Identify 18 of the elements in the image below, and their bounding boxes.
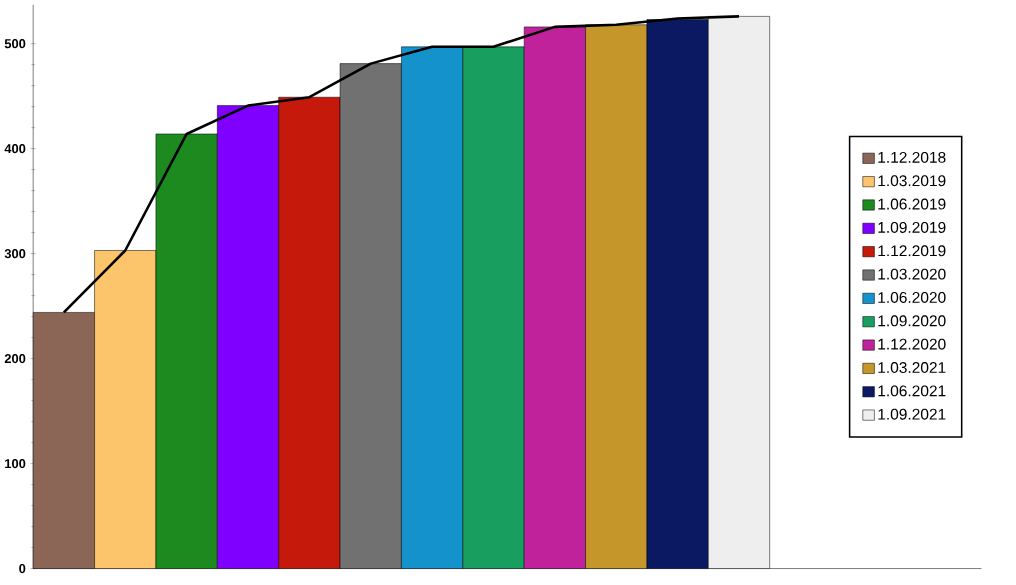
legend-label: 1.06.2021	[878, 385, 946, 397]
legend-label: 1.12.2018	[878, 151, 946, 163]
legend-label: 1.12.2020	[878, 338, 946, 350]
legend-label: 1.06.2020	[878, 291, 946, 303]
legend-label: 1.12.2019	[878, 245, 946, 257]
y-tick-label: 500	[4, 39, 26, 49]
y-tick-label: 200	[4, 354, 26, 364]
y-tick-label: 100	[5, 459, 26, 469]
legend-label: 1.03.2021	[878, 362, 946, 373]
y-tick-label: 400	[4, 144, 26, 154]
legend-label: 1.09.2021	[878, 408, 946, 420]
y-tick-label: 300	[4, 249, 26, 259]
legend-label: 1.03.2019	[878, 175, 946, 187]
legend-label: 1.06.2019	[878, 198, 946, 210]
legend-label: 1.03.2020	[878, 268, 946, 280]
legend-label: 1.09.2020	[878, 315, 946, 327]
y-tick-label: 0	[19, 563, 26, 574]
legend-label: 1.09.2019	[878, 221, 946, 233]
